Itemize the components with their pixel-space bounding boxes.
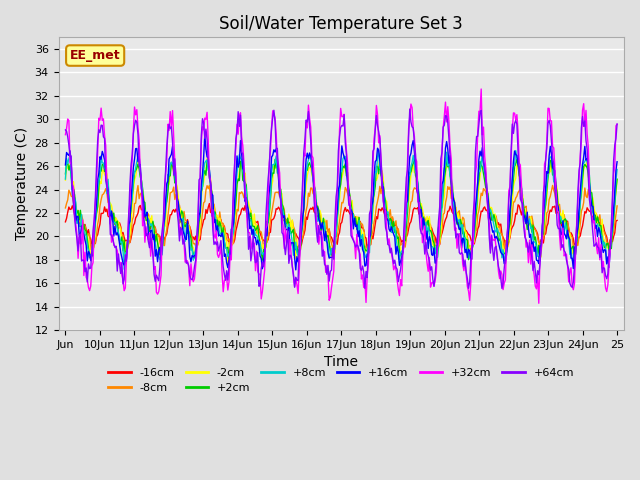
-16cm — [364, 245, 371, 251]
+32cm — [397, 277, 404, 283]
+64cm — [613, 121, 621, 127]
Line: -16cm: -16cm — [65, 204, 617, 248]
-2cm — [399, 245, 406, 251]
+2cm — [398, 251, 406, 256]
-2cm — [296, 255, 303, 261]
+32cm — [371, 135, 378, 141]
+2cm — [296, 246, 303, 252]
-2cm — [61, 177, 69, 183]
+16cm — [234, 164, 242, 170]
+8cm — [469, 243, 477, 249]
Title: Soil/Water Temperature Set 3: Soil/Water Temperature Set 3 — [220, 15, 463, 33]
+32cm — [61, 132, 69, 138]
-16cm — [469, 240, 477, 246]
-8cm — [61, 205, 69, 211]
+64cm — [233, 129, 241, 134]
+16cm — [201, 132, 209, 138]
+8cm — [371, 169, 379, 175]
+32cm — [233, 121, 241, 127]
+32cm — [565, 279, 573, 285]
-8cm — [233, 206, 241, 212]
Line: -2cm: -2cm — [65, 156, 617, 264]
+2cm — [61, 171, 69, 177]
+32cm — [535, 300, 543, 306]
+32cm — [477, 86, 485, 92]
-16cm — [61, 219, 69, 225]
-8cm — [613, 203, 621, 209]
-2cm — [376, 153, 383, 159]
-16cm — [565, 228, 573, 233]
+16cm — [61, 162, 69, 168]
-16cm — [205, 201, 213, 206]
+16cm — [372, 157, 380, 163]
-8cm — [378, 180, 386, 186]
+8cm — [234, 159, 242, 165]
-16cm — [399, 238, 406, 243]
-8cm — [564, 220, 572, 226]
+8cm — [399, 250, 406, 255]
Line: -8cm: -8cm — [65, 183, 617, 251]
-16cm — [613, 217, 621, 223]
+64cm — [371, 146, 378, 152]
+8cm — [120, 266, 128, 272]
Line: +8cm: +8cm — [65, 149, 617, 269]
+8cm — [565, 237, 573, 242]
-8cm — [371, 219, 378, 225]
Line: +64cm: +64cm — [65, 109, 617, 288]
+2cm — [565, 234, 573, 240]
-16cm — [372, 214, 380, 219]
+16cm — [292, 267, 300, 273]
-8cm — [398, 241, 406, 247]
+64cm — [294, 278, 302, 284]
+16cm — [469, 236, 477, 241]
+64cm — [397, 267, 404, 273]
+16cm — [399, 248, 406, 254]
+64cm — [406, 106, 413, 112]
+16cm — [296, 243, 304, 249]
+8cm — [296, 250, 303, 256]
Line: +32cm: +32cm — [65, 89, 617, 303]
-2cm — [613, 177, 621, 182]
-8cm — [605, 248, 613, 254]
-2cm — [565, 235, 573, 240]
+2cm — [469, 239, 477, 244]
-2cm — [234, 178, 242, 184]
-2cm — [224, 261, 232, 266]
+64cm — [468, 256, 476, 262]
+64cm — [61, 127, 69, 133]
+2cm — [371, 183, 379, 189]
+8cm — [613, 167, 621, 172]
+16cm — [613, 159, 621, 165]
+64cm — [498, 286, 506, 291]
+32cm — [467, 279, 475, 285]
+8cm — [61, 176, 69, 182]
-8cm — [468, 247, 476, 252]
+2cm — [259, 257, 266, 263]
X-axis label: Time: Time — [324, 355, 358, 370]
Line: +2cm: +2cm — [65, 157, 617, 260]
+2cm — [233, 181, 241, 187]
+2cm — [613, 176, 621, 182]
+32cm — [613, 121, 621, 127]
Legend: -16cm, -8cm, -2cm, +2cm, +8cm, +16cm, +32cm, +64cm: -16cm, -8cm, -2cm, +2cm, +8cm, +16cm, +3… — [104, 363, 579, 398]
+64cm — [565, 266, 573, 272]
-16cm — [234, 218, 242, 224]
+16cm — [565, 235, 573, 240]
+32cm — [294, 290, 302, 296]
+2cm — [443, 155, 451, 160]
-2cm — [469, 241, 477, 247]
Line: +16cm: +16cm — [65, 135, 617, 270]
Text: EE_met: EE_met — [70, 49, 120, 62]
+8cm — [375, 146, 383, 152]
-2cm — [371, 175, 379, 180]
-16cm — [296, 237, 303, 243]
-8cm — [294, 244, 302, 250]
Y-axis label: Temperature (C): Temperature (C) — [15, 127, 29, 240]
